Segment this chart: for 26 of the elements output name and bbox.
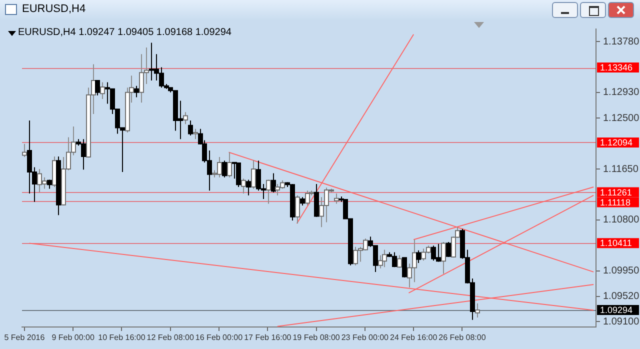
y-tick-label: 1.09100: [603, 316, 640, 328]
y-tick-label: 1.10800: [603, 214, 640, 226]
ref-line-label: 1.12094: [600, 137, 633, 148]
ref-line-label: 1.11118: [600, 197, 631, 208]
y-tick-label: 1.09520: [603, 291, 640, 302]
y-tick-label: 1.12500: [603, 112, 640, 124]
x-tick-label: 5 Feb 2016: [4, 333, 46, 342]
x-tick-label: 12 Feb 08:00: [146, 333, 194, 342]
ref-line-label: 1.11261: [600, 187, 632, 198]
chart-title: EURUSD,H4: [22, 3, 86, 15]
y-tick-label: 1.09950: [603, 266, 640, 276]
x-tick-label: 16 Feb 00:00: [195, 333, 244, 342]
y-tick-label: 1.11650: [603, 164, 639, 175]
ref-line-label: 1.13346: [600, 62, 633, 73]
x-tick-label: 9 Feb 00:00: [52, 333, 95, 342]
ref-line-label: 1.09294: [600, 304, 633, 315]
x-tick-label: 10 Feb 16:00: [98, 333, 146, 342]
x-tick-label: 24 Feb 16:00: [390, 333, 438, 342]
y-tick-label: 1.12930: [603, 87, 640, 98]
x-tick-label: 19 Feb 08:00: [292, 333, 340, 342]
x-tick-label: 23 Feb 00:00: [341, 333, 390, 342]
x-tick-label: 17 Feb 16:00: [244, 333, 292, 342]
ref-line-label: 1.10411: [600, 238, 632, 248]
x-tick-label: 26 Feb 08:00: [438, 333, 486, 342]
chart-subtitle: EURUSD,H4 1.09247 1.09405 1.09168 1.09294: [18, 27, 232, 38]
y-tick-label: 1.13780: [603, 36, 640, 48]
